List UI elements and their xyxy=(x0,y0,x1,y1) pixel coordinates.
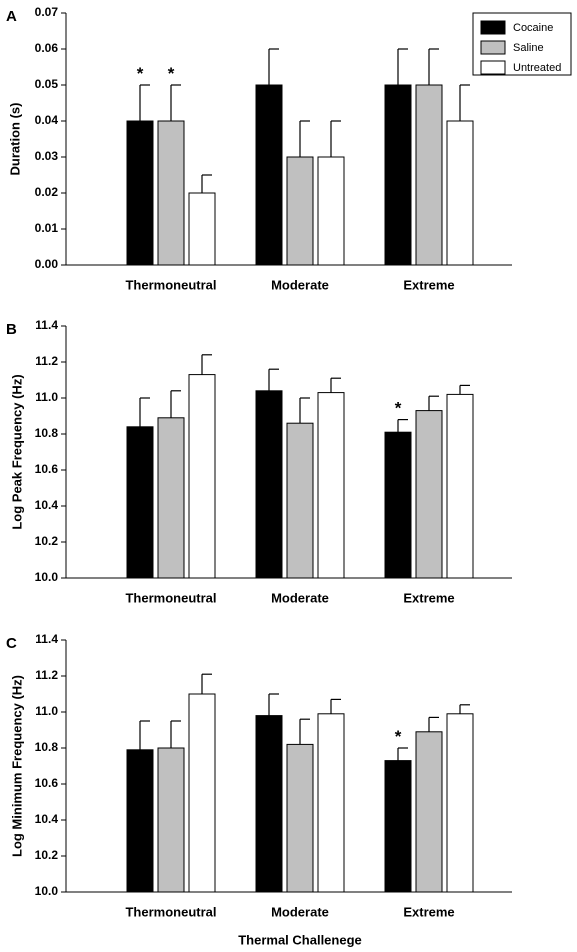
y-tick-label: 11.4 xyxy=(35,632,58,646)
y-tick-label: 0.04 xyxy=(35,113,59,127)
y-tick-label: 10.4 xyxy=(35,498,59,512)
bar-cocaine xyxy=(126,120,154,266)
bar-untreated xyxy=(446,393,474,579)
bar-cocaine xyxy=(384,431,412,579)
y-tick-label: 11.0 xyxy=(35,704,58,718)
bar-untreated xyxy=(317,392,345,579)
category-label: Thermoneutral xyxy=(125,904,216,919)
y-axis-title: Log Peak Frequency (Hz) xyxy=(9,374,24,529)
bar-untreated xyxy=(446,713,474,893)
x-axis-title: Thermal Challenege xyxy=(238,932,362,947)
category-label: Thermoneutral xyxy=(125,277,216,292)
y-tick-label: 11.0 xyxy=(35,390,58,404)
legend-swatch-saline xyxy=(480,40,506,55)
y-tick-label: 0.02 xyxy=(35,185,59,199)
significance-star: * xyxy=(168,64,175,83)
y-tick-label: 0.00 xyxy=(35,257,59,271)
bar-saline xyxy=(286,422,314,579)
bar-cocaine xyxy=(255,390,283,579)
y-tick-label: 11.2 xyxy=(35,354,58,368)
y-tick-label: 0.07 xyxy=(35,5,59,19)
y-tick-label: 10.6 xyxy=(35,462,59,476)
bar-saline xyxy=(157,120,185,266)
y-tick-label: 10.4 xyxy=(35,812,59,826)
legend-swatch-untreated xyxy=(480,60,506,75)
y-tick-label: 10.6 xyxy=(35,776,59,790)
panel-C: C 10.0 10.2 10.4 10.6 10.8 11.0 11.2 11.4 Log Min… xyxy=(6,632,512,947)
category-label: Extreme xyxy=(403,590,454,605)
legend: Cocaine Saline Untreated xyxy=(472,12,572,76)
category-label: Moderate xyxy=(271,590,329,605)
y-tick-label: 0.05 xyxy=(35,77,59,91)
bar-untreated xyxy=(446,120,474,266)
y-tick-label: 10.2 xyxy=(35,534,59,548)
significance-star: * xyxy=(395,399,402,418)
bar-untreated xyxy=(188,374,216,579)
y-tick-label: 10.0 xyxy=(35,570,59,584)
bar-cocaine xyxy=(255,715,283,893)
category-label: Extreme xyxy=(403,904,454,919)
bar-untreated xyxy=(188,192,216,266)
y-tick-label: 0.06 xyxy=(35,41,59,55)
bar-cocaine xyxy=(255,84,283,266)
bar-saline xyxy=(415,84,443,266)
y-tick-label: 11.2 xyxy=(35,668,58,682)
bar-cocaine xyxy=(384,84,412,266)
panel-letter: A xyxy=(6,8,17,25)
panel-A: A 0.00 0.01 0.02 0.03 0.04 0.05 0.06 0.07 Duratio… xyxy=(6,5,572,292)
bar-saline xyxy=(415,410,443,579)
category-label: Thermoneutral xyxy=(125,590,216,605)
legend-swatch-cocaine xyxy=(480,20,506,35)
y-tick-label: 10.8 xyxy=(35,426,59,440)
bar-untreated xyxy=(317,156,345,266)
y-tick-label: 10.0 xyxy=(35,884,59,898)
bar-cocaine xyxy=(384,760,412,893)
bar-saline xyxy=(415,731,443,893)
significance-star: * xyxy=(137,64,144,83)
category-label: Moderate xyxy=(271,277,329,292)
legend-label: Untreated xyxy=(513,62,561,74)
y-axis-title: Duration (s) xyxy=(7,103,22,176)
panel-B: B 10.0 10.2 10.4 10.6 10.8 11.0 11.2 11.4 Log Pea… xyxy=(6,318,512,605)
category-label: Extreme xyxy=(403,277,454,292)
y-tick-label: 0.03 xyxy=(35,149,59,163)
panel-letter: B xyxy=(6,321,17,338)
bar-untreated xyxy=(317,713,345,893)
bar-cocaine xyxy=(126,749,154,893)
significance-star: * xyxy=(395,727,402,746)
y-tick-label: 0.01 xyxy=(35,221,59,235)
y-tick-label: 10.2 xyxy=(35,848,59,862)
bar-untreated xyxy=(188,693,216,893)
y-tick-label: 10.8 xyxy=(35,740,59,754)
bar-saline xyxy=(157,747,185,893)
legend-label: Cocaine xyxy=(513,22,553,34)
y-axis-title: Log Minimum Frequency (Hz) xyxy=(9,675,24,857)
bar-saline xyxy=(286,743,314,893)
panel-letter: C xyxy=(6,635,17,652)
category-label: Moderate xyxy=(271,904,329,919)
y-tick-label: 11.4 xyxy=(35,318,58,332)
legend-label: Saline xyxy=(513,42,544,54)
bar-saline xyxy=(157,417,185,579)
bar-cocaine xyxy=(126,426,154,579)
bar-saline xyxy=(286,156,314,266)
